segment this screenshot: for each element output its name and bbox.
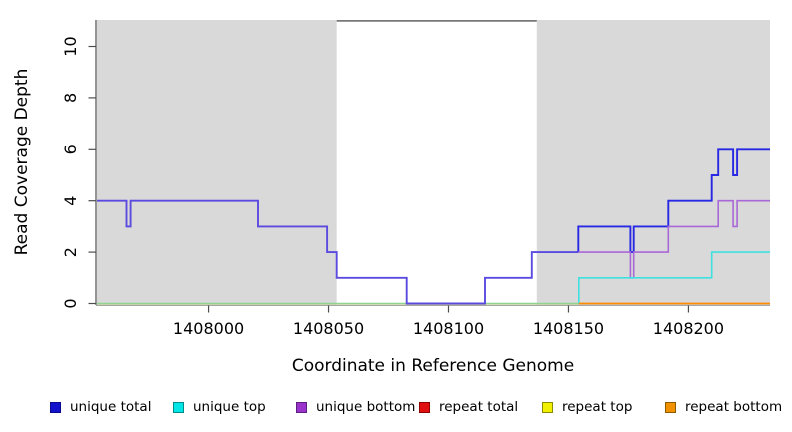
legend-item-unique-top: unique top	[173, 399, 296, 415]
legend-label: repeat bottom	[685, 399, 783, 415]
legend-item-repeat-top: repeat top	[542, 399, 665, 415]
legend-item-unique-bottom: unique bottom	[296, 399, 419, 415]
x-tick-label: 1408050	[293, 319, 364, 338]
legend-label: repeat top	[562, 399, 633, 415]
y-tick-label: 6	[61, 144, 80, 154]
repeat-top-swatch-icon	[542, 401, 553, 413]
legend-label: unique top	[193, 399, 266, 415]
legend-item-repeat-total: repeat total	[419, 399, 542, 415]
series-line-unique-total-1	[577, 148, 770, 254]
series-line-unique-top	[577, 251, 770, 304]
legend-label: unique total	[70, 399, 152, 415]
legend-label: unique bottom	[316, 399, 416, 415]
highlight-region	[336, 20, 537, 305]
x-tick-label: 1408200	[653, 319, 724, 338]
y-tick-label: 4	[61, 196, 80, 206]
legend: unique total unique top unique bottom re…	[50, 398, 788, 416]
x-tick-label: 1408150	[533, 319, 604, 338]
unique-top-swatch-icon	[173, 401, 184, 413]
repeat-total-swatch-icon	[419, 401, 430, 413]
x-axis-title: Coordinate in Reference Genome	[292, 356, 574, 376]
repeat-bottom-swatch-icon	[665, 401, 676, 413]
unique-bottom-swatch-icon	[296, 401, 307, 413]
series-line-unique-total	[97, 199, 579, 305]
y-tick-label: 2	[61, 247, 80, 257]
legend-item-unique-total: unique total	[50, 399, 173, 415]
unique-total-swatch-icon	[50, 401, 61, 413]
legend-item-repeat-bottom: repeat bottom	[665, 399, 788, 415]
x-tick-label: 1408000	[173, 319, 244, 338]
y-tick-label: 0	[61, 298, 80, 308]
y-axis-title: Read Coverage Depth	[12, 69, 32, 256]
x-tick-label: 1408100	[413, 319, 484, 338]
y-tick-label: 8	[61, 93, 80, 103]
legend-label: repeat total	[439, 399, 519, 415]
y-tick-label: 10	[61, 36, 80, 56]
